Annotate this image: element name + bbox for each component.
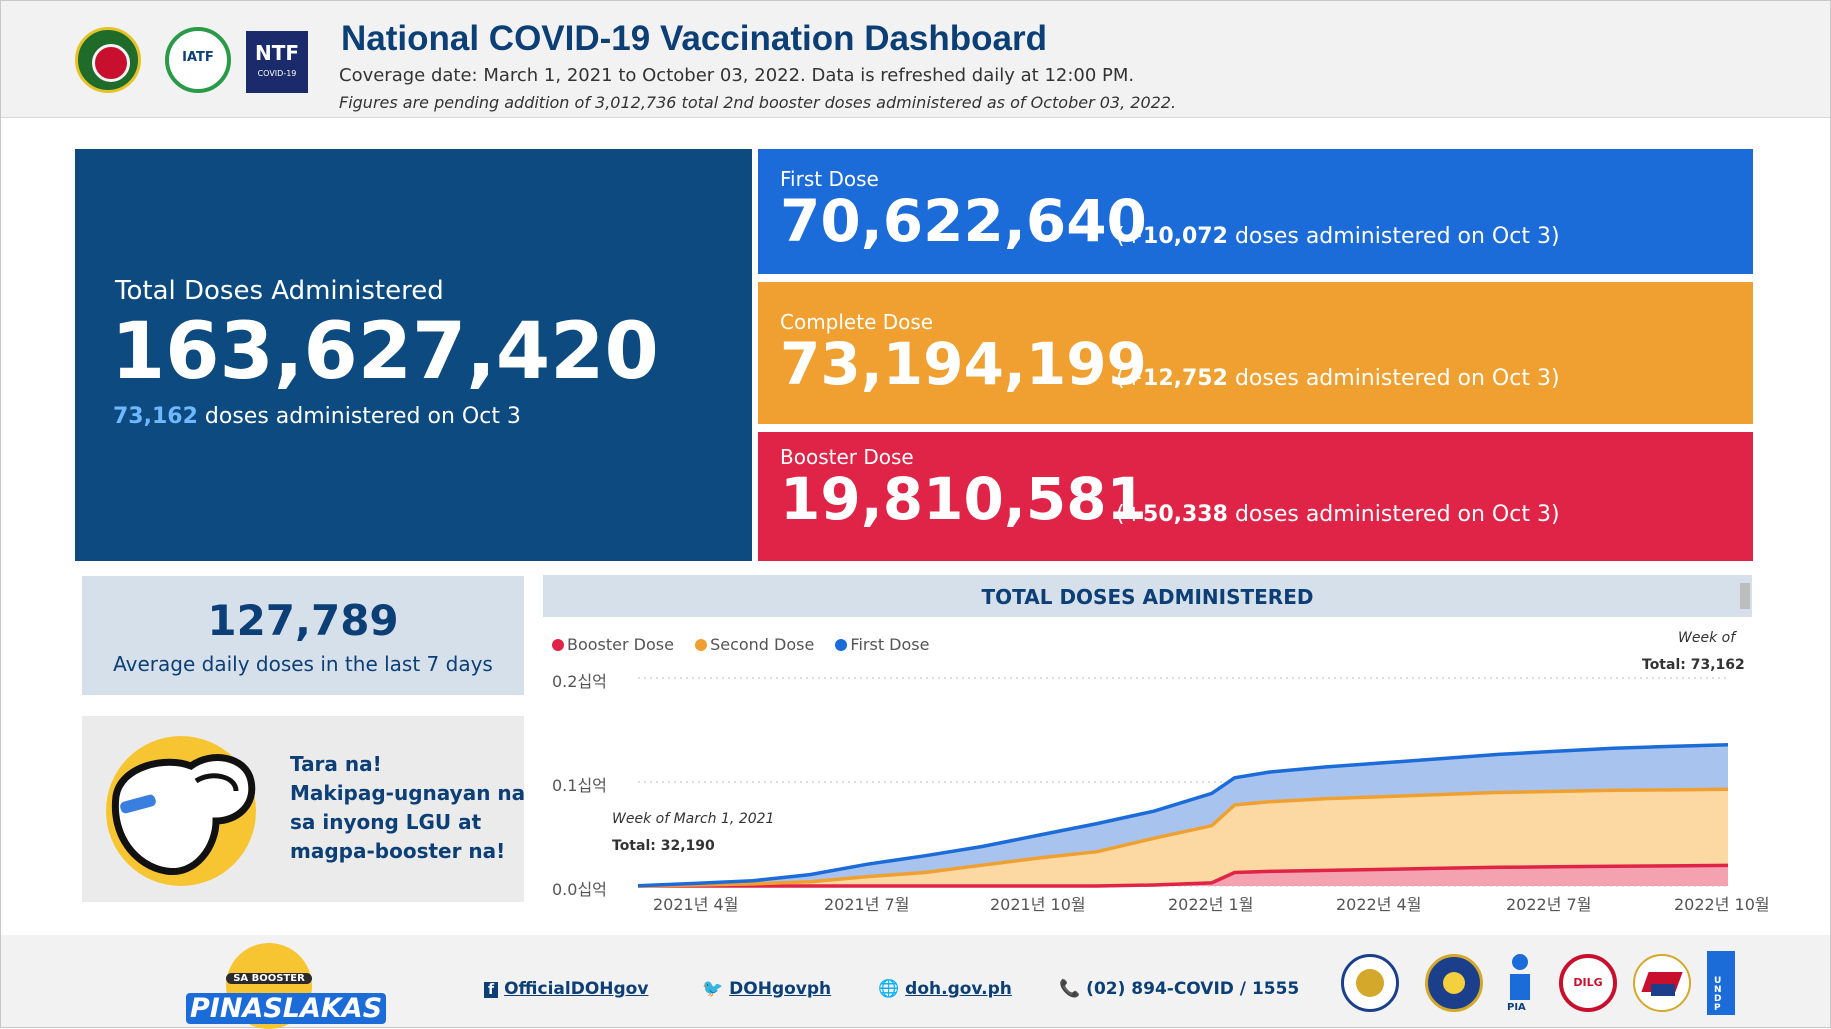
x-tick-label: 2022년 10월 bbox=[1674, 895, 1770, 914]
first-dose-delta-value: 10,072 bbox=[1143, 224, 1228, 249]
legend-first-label: First Dose bbox=[850, 635, 930, 654]
facebook-link[interactable]: f OfficialDOHgov bbox=[484, 979, 648, 999]
agency-seal bbox=[1633, 954, 1691, 1012]
facebook-icon: f bbox=[484, 982, 499, 998]
average-daily-caption: Average daily doses in the last 7 days bbox=[113, 652, 493, 676]
first-dose-value: 70,622,640 bbox=[780, 187, 1147, 255]
complete-dose-label: Complete Dose bbox=[780, 310, 934, 334]
iatf-logo: IATF bbox=[165, 27, 231, 93]
legend-booster[interactable]: Booster Dose bbox=[552, 635, 682, 654]
twitter-link[interactable]: 🐦 DOHgovph bbox=[702, 979, 831, 999]
dilg-seal-text: DILG bbox=[1573, 976, 1603, 989]
twitter-handle: DOHgovph bbox=[729, 979, 832, 999]
website-url: doh.gov.ph bbox=[905, 979, 1012, 999]
first-dose-card: First Dose 70,622,640 (+10,072 doses adm… bbox=[758, 149, 1753, 274]
hotline-number: (02) 894-COVID / 1555 bbox=[1086, 979, 1300, 999]
booster-promo-card: Tara na! Makipag-ugnayan na sa inyong LG… bbox=[82, 716, 525, 902]
total-doses-today: 73,162 doses administered on Oct 3 bbox=[113, 404, 521, 429]
undp-logo: UNDP bbox=[1707, 951, 1735, 1015]
ntf-logo-text: NTF bbox=[254, 41, 300, 65]
tooltip-start-week: Week of March 1, 2021 bbox=[612, 811, 775, 827]
y-tick-label: 0.2십억 bbox=[552, 672, 607, 691]
chart-title: TOTAL DOSES ADMINISTERED bbox=[981, 585, 1314, 609]
footer: SA BOOSTER PINASLAKAS f OfficialDOHgov 🐦 D… bbox=[1, 935, 1830, 1029]
page-title: National COVID-19 Vaccination Dashboard bbox=[341, 19, 1047, 58]
undp-logo-text: UNDP bbox=[1714, 976, 1722, 1013]
phone-icon: 📞 bbox=[1059, 979, 1081, 999]
pinaslakas-top-text: SA BOOSTER bbox=[226, 973, 312, 984]
total-doses-card: Total Doses Administered 163,627,420 73,… bbox=[75, 149, 752, 561]
complete-dose-delta-value: 12,752 bbox=[1143, 366, 1228, 391]
promo-line-2: Makipag-ugnayan na bbox=[290, 781, 526, 805]
promo-line-4: magpa-booster na! bbox=[290, 839, 506, 863]
booster-dose-delta: (+50,338 doses administered on Oct 3) bbox=[1116, 502, 1560, 527]
promo-text: Tara na! Makipag-ugnayan na sa inyong LG… bbox=[290, 750, 525, 866]
x-tick-label: 2021년 10월 bbox=[990, 895, 1086, 914]
iatf-logo-text: IATF bbox=[182, 50, 214, 65]
globe-icon: 🌐 bbox=[878, 979, 900, 999]
y-tick-label: 0.0십억 bbox=[552, 880, 607, 899]
tooltip-end-week: Week of bbox=[1678, 630, 1736, 646]
x-tick-label: 2021년 7월 bbox=[824, 895, 910, 914]
pending-note: Figures are pending addition of 3,012,73… bbox=[339, 93, 1177, 112]
website-link[interactable]: 🌐 doh.gov.ph bbox=[878, 979, 1012, 999]
complete-dose-card: Complete Dose 73,194,199 (+12,752 doses … bbox=[758, 282, 1753, 424]
x-tick-label: 2021년 4월 bbox=[653, 895, 739, 914]
x-tick-label: 2022년 1월 bbox=[1168, 895, 1254, 914]
average-daily-value: 127,789 bbox=[207, 596, 399, 645]
legend-second-label: Second Dose bbox=[710, 635, 815, 654]
doh-seal-logo bbox=[75, 27, 141, 93]
complete-dose-delta: (+12,752 doses administered on Oct 3) bbox=[1116, 366, 1560, 391]
total-today-count: 73,162 bbox=[113, 404, 198, 429]
average-daily-card: 127,789 Average daily doses in the last … bbox=[82, 576, 524, 695]
hotline-link[interactable]: 📞 (02) 894-COVID / 1555 bbox=[1059, 979, 1299, 999]
booster-dose-card: Booster Dose 19,810,581 (+50,338 doses a… bbox=[758, 432, 1753, 561]
twitter-icon: 🐦 bbox=[702, 979, 724, 999]
first-dose-label: First Dose bbox=[780, 167, 879, 191]
booster-dose-label: Booster Dose bbox=[780, 445, 914, 469]
ntf-covid19-logo: NTF COVID-19 bbox=[246, 31, 308, 93]
pinaslakas-logo: SA BOOSTER PINASLAKAS bbox=[186, 943, 387, 1029]
tooltip-start-total: Total: 32,190 bbox=[612, 838, 715, 854]
legend-second-dot bbox=[695, 639, 708, 651]
complete-dose-value: 73,194,199 bbox=[780, 330, 1147, 398]
ntf-logo-subtext: COVID-19 bbox=[257, 69, 297, 78]
legend-first[interactable]: First Dose bbox=[835, 635, 937, 654]
complete-dose-delta-open: (+ bbox=[1116, 366, 1144, 391]
booster-dose-delta-open: (+ bbox=[1116, 502, 1144, 527]
booster-dose-delta-value: 50,338 bbox=[1143, 502, 1228, 527]
total-doses-label: Total Doses Administered bbox=[115, 276, 444, 306]
promo-line-3: sa inyong LGU at bbox=[290, 810, 482, 834]
tooltip-end-total: Total: 73,162 bbox=[1642, 657, 1745, 673]
booster-dose-value: 19,810,581 bbox=[780, 465, 1147, 533]
first-dose-delta-open: (+ bbox=[1116, 224, 1144, 249]
legend-second[interactable]: Second Dose bbox=[695, 635, 822, 654]
pinaslakas-main-text: PINASLAKAS bbox=[186, 993, 387, 1024]
chart-legend: Booster Dose Second Dose First Dose bbox=[552, 635, 945, 654]
facebook-handle: OfficialDOHgov bbox=[504, 979, 649, 999]
total-today-text: doses administered on Oct 3 bbox=[204, 404, 521, 429]
complete-dose-delta-text: doses administered on Oct 3) bbox=[1234, 366, 1560, 391]
legend-booster-label: Booster Dose bbox=[567, 635, 674, 654]
pia-logo-text: PIA bbox=[1507, 1002, 1526, 1013]
x-tick-label: 2022년 4월 bbox=[1336, 895, 1422, 914]
legend-booster-dot bbox=[552, 639, 564, 651]
first-dose-delta: (+10,072 doses administered on Oct 3) bbox=[1116, 224, 1560, 249]
dilg-seal: DILG bbox=[1559, 954, 1617, 1012]
office-president-seal bbox=[1341, 954, 1399, 1012]
first-dose-delta-text: doses administered on Oct 3) bbox=[1234, 224, 1560, 249]
chart-header: TOTAL DOSES ADMINISTERED bbox=[543, 575, 1752, 617]
flexed-arm-icon bbox=[106, 736, 256, 886]
x-tick-label: 2022년 7월 bbox=[1506, 895, 1592, 914]
header: IATF NTF COVID-19 National COVID-19 Vacc… bbox=[1, 1, 1830, 118]
promo-line-1: Tara na! bbox=[290, 752, 382, 776]
total-doses-value: 163,627,420 bbox=[111, 307, 659, 397]
y-tick-label: 0.1십억 bbox=[552, 776, 607, 795]
pcoo-seal bbox=[1425, 954, 1483, 1012]
coverage-date: Coverage date: March 1, 2021 to October … bbox=[339, 65, 1135, 86]
pia-logo: PIA bbox=[1507, 954, 1533, 1016]
booster-dose-delta-text: doses administered on Oct 3) bbox=[1234, 502, 1560, 527]
legend-first-dot bbox=[835, 639, 848, 651]
chart-scrollbar[interactable] bbox=[1740, 583, 1750, 609]
